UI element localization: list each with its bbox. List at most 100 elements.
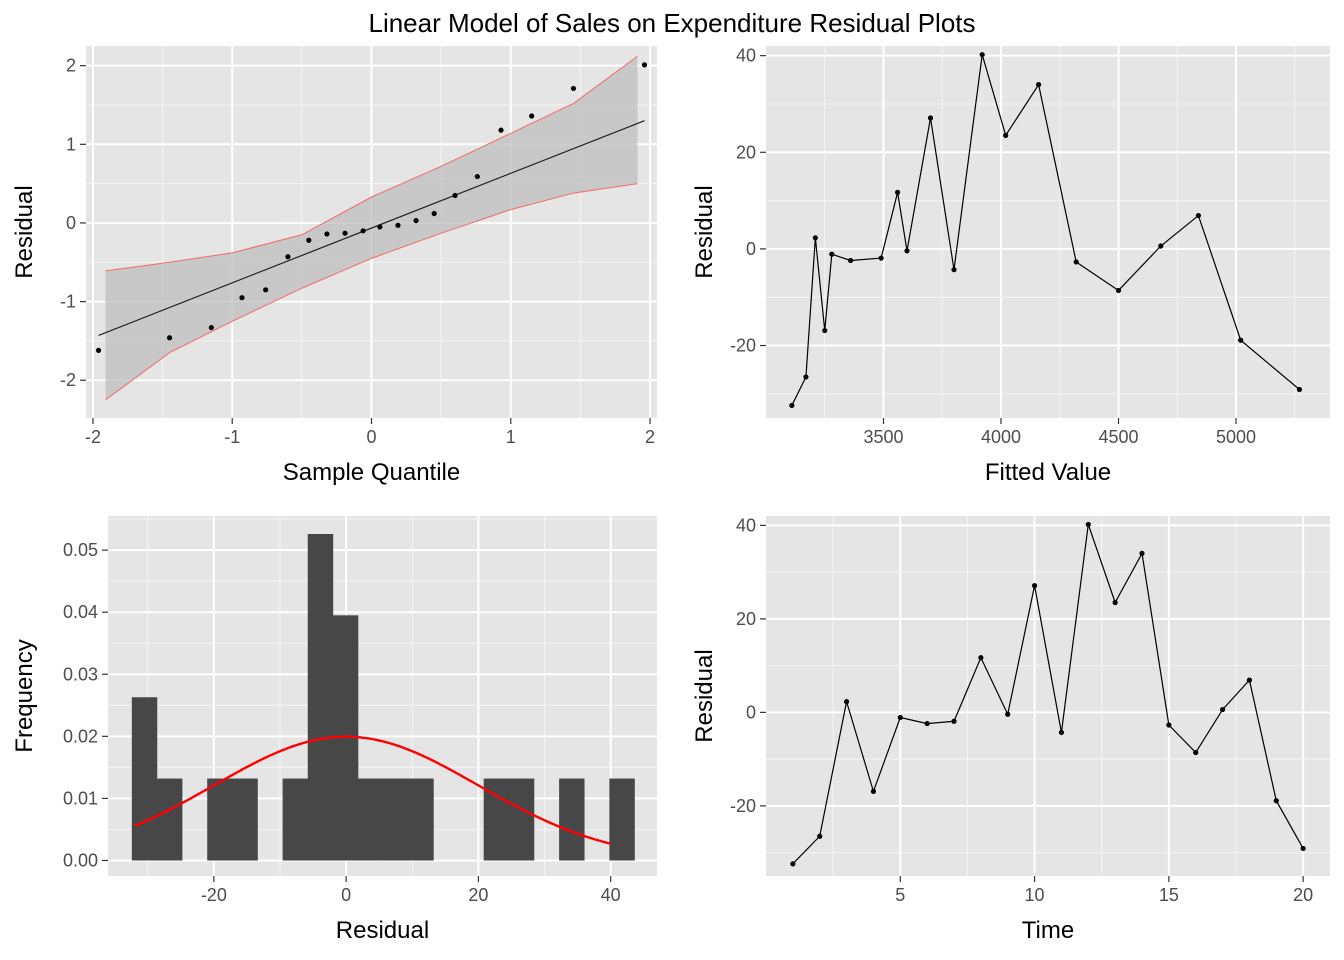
data-point xyxy=(1246,677,1253,683)
x-tick-label: 3500 xyxy=(863,427,903,447)
data-point xyxy=(951,267,957,273)
data-point xyxy=(285,254,291,260)
x-tick-label: 40 xyxy=(601,885,621,905)
data-point xyxy=(870,788,877,794)
data-point xyxy=(817,833,823,839)
x-tick-label: 10 xyxy=(1025,885,1045,905)
data-point xyxy=(306,237,312,243)
data-point xyxy=(395,222,401,228)
data-point xyxy=(1273,798,1279,804)
panel-fitted: 3500 4000 4500 5000 -20 0 20 40 Fitted Value Resi… xyxy=(691,46,1330,486)
data-point xyxy=(1166,722,1172,728)
y-tick-label: 0 xyxy=(746,239,756,259)
y-tick-label: -20 xyxy=(730,336,756,356)
data-point xyxy=(360,228,366,234)
histogram-bar xyxy=(559,778,585,861)
y-tick-label: -1 xyxy=(60,292,76,312)
data-point xyxy=(474,173,480,180)
x-axis-title: Time xyxy=(1022,917,1074,944)
y-tick-label: 0.00 xyxy=(63,850,98,870)
data-point xyxy=(790,861,796,867)
figure-title: Linear Model of Sales on Expenditure Res… xyxy=(368,8,975,38)
data-point xyxy=(1238,337,1244,343)
normal-density-curve xyxy=(133,735,611,845)
x-tick-label: -20 xyxy=(201,885,227,905)
data-point xyxy=(208,324,214,331)
data-point xyxy=(1036,82,1042,88)
series-line xyxy=(791,54,1300,406)
histogram-bar xyxy=(508,778,535,861)
histogram-bar xyxy=(358,778,384,861)
data-point xyxy=(1300,845,1306,852)
data-point xyxy=(843,699,850,705)
data-point xyxy=(239,295,245,301)
data-point xyxy=(1219,706,1226,713)
x-tick-label: 2 xyxy=(645,427,655,447)
x-tick-label: -1 xyxy=(224,427,240,447)
data-point xyxy=(848,257,854,264)
x-tick-label: 0 xyxy=(341,885,351,905)
data-point xyxy=(1085,521,1091,528)
data-point xyxy=(822,327,828,334)
y-tick-label: 20 xyxy=(736,142,756,162)
histogram-bar xyxy=(609,778,635,861)
data-point xyxy=(812,235,818,241)
data-point xyxy=(1139,550,1145,557)
panel-background xyxy=(766,46,1330,418)
data-point xyxy=(878,255,884,261)
histogram-bar xyxy=(156,778,183,861)
histogram-bar xyxy=(207,778,233,861)
data-point xyxy=(263,287,269,293)
data-point xyxy=(1073,259,1079,265)
data-point xyxy=(498,127,504,133)
y-tick-label: 40 xyxy=(736,46,756,66)
data-point xyxy=(431,210,437,217)
data-point xyxy=(897,714,903,721)
confidence-band-lower xyxy=(105,183,638,401)
x-tick-label: 0 xyxy=(366,427,376,447)
data-point xyxy=(1005,711,1011,717)
data-point xyxy=(1158,243,1164,249)
data-point xyxy=(895,189,901,195)
x-tick-label: 5 xyxy=(895,885,905,905)
x-tick-label: 4500 xyxy=(1098,427,1138,447)
y-tick-label: 40 xyxy=(736,515,756,535)
data-point xyxy=(342,230,348,236)
x-tick-label: 15 xyxy=(1159,885,1179,905)
data-point xyxy=(1193,749,1199,756)
data-point xyxy=(529,113,535,119)
histogram-bar xyxy=(232,778,258,861)
x-tick-label: 1 xyxy=(506,427,516,447)
panel-hist: -20 0 20 40 0.00 0.01 0.02 0.03 0.04 0.05 Residual… xyxy=(11,516,657,944)
series-line xyxy=(792,524,1304,865)
y-tick-label: 0.03 xyxy=(63,664,98,684)
data-point xyxy=(1031,583,1038,589)
histogram-bar xyxy=(408,778,434,861)
y-tick-label: 0 xyxy=(66,213,76,233)
data-point xyxy=(95,347,102,353)
x-tick-label: 20 xyxy=(468,885,488,905)
panel-background xyxy=(766,516,1330,876)
x-tick-label: 20 xyxy=(1293,885,1313,905)
data-point xyxy=(1296,386,1303,393)
confidence-band-upper xyxy=(105,55,638,272)
x-axis-title: Fitted Value xyxy=(985,459,1111,486)
data-point xyxy=(413,217,419,224)
y-tick-label: -20 xyxy=(730,796,756,816)
data-point xyxy=(1112,599,1118,606)
data-point xyxy=(789,402,795,409)
data-point xyxy=(803,374,809,380)
data-point xyxy=(166,335,173,341)
panel-qq: -2 -1 0 1 2 -2 -1 0 1 2 Sample Quantile Residual xyxy=(11,46,657,486)
data-point xyxy=(927,115,934,121)
y-tick-label: 20 xyxy=(736,609,756,629)
x-tick-label: -2 xyxy=(85,427,101,447)
data-point xyxy=(452,192,458,199)
data-point xyxy=(324,231,330,237)
y-tick-label: 0.02 xyxy=(63,726,98,746)
y-axis-title: Frequency xyxy=(11,639,38,752)
data-point xyxy=(1058,729,1065,736)
y-tick-label: -2 xyxy=(60,370,76,390)
y-tick-label: 2 xyxy=(66,56,76,76)
